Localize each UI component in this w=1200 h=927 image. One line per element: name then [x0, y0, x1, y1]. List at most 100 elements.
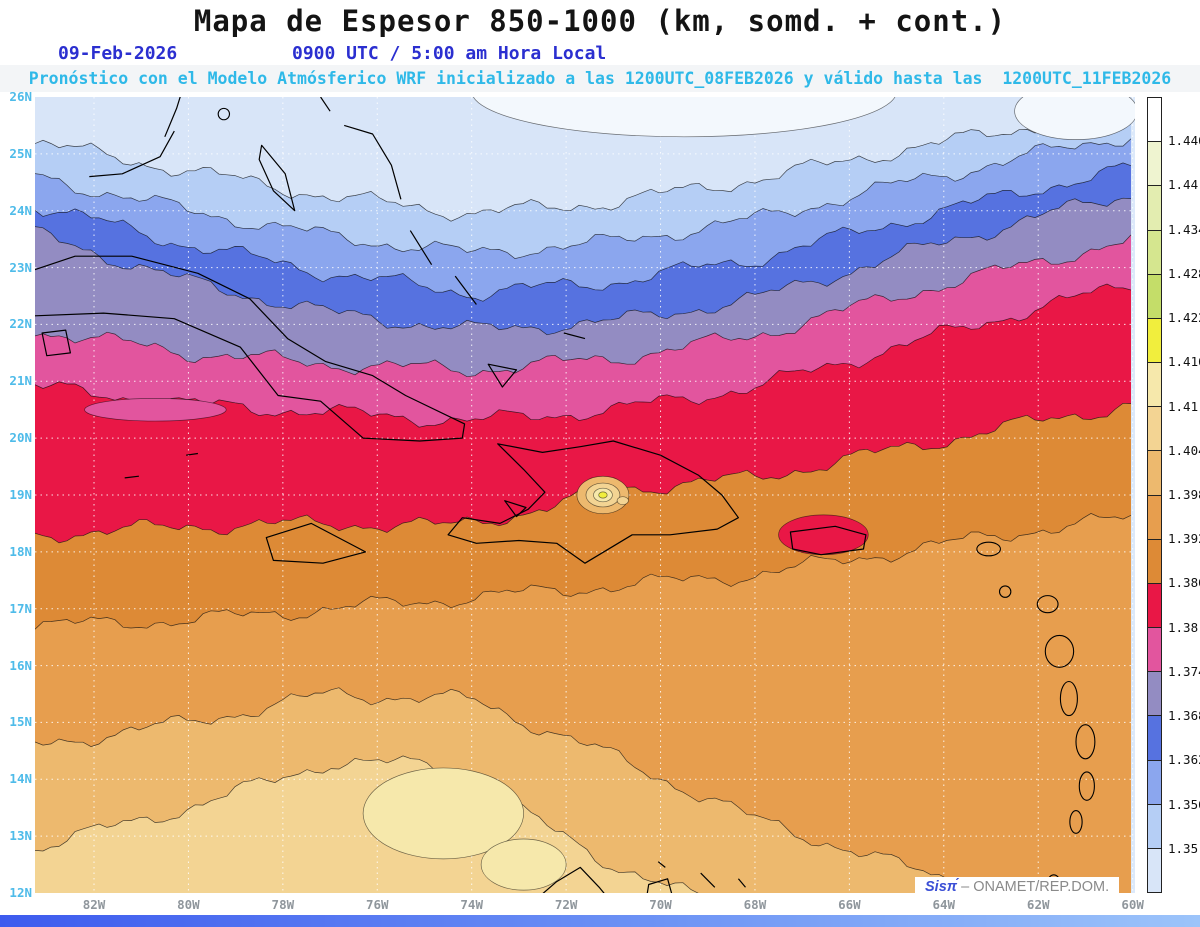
lat-tick-label: 24N	[9, 202, 32, 218]
lat-tick-label: 22N	[9, 316, 32, 332]
coastline-andros	[258, 144, 296, 212]
contour-line	[35, 234, 1132, 378]
forecast-line: Pronóstico con el Modelo Atmósferico WRF…	[0, 65, 1200, 92]
coastline-cayman-brac	[186, 452, 198, 456]
contour-band-7	[35, 403, 1131, 630]
coastline-turks	[563, 332, 586, 340]
thickness-contour-map	[35, 97, 1135, 893]
lon-tick-label: 76W	[365, 897, 389, 912]
page-title: Mapa de Espesor 850-1000 (km, somd. + co…	[193, 4, 1007, 38]
colorbar-label: 1.404	[1168, 442, 1200, 458]
lat-tick-label: 23N	[9, 259, 32, 275]
field-anomaly-blob	[778, 514, 869, 556]
lat-tick-label: 13N	[9, 828, 32, 844]
colorbar-chip	[1148, 362, 1161, 407]
lat-tick-label: 26N	[9, 89, 32, 104]
colorbar-chip	[1148, 450, 1161, 495]
lat-tick-label: 18N	[9, 543, 32, 559]
coastline-aruba	[657, 861, 666, 868]
colorbar-label: 1.386	[1168, 575, 1200, 591]
island-ring	[1069, 810, 1083, 834]
colorbar-label: 1.446	[1168, 133, 1200, 149]
island-ring	[217, 107, 231, 121]
lat-tick-label: 25N	[9, 145, 32, 161]
field-anomaly-blob	[480, 838, 567, 891]
contour-line	[35, 162, 1132, 302]
colorbar-label: 1.428	[1168, 265, 1200, 281]
colorbar-label: 1.434	[1168, 221, 1200, 237]
island-ring	[976, 541, 1002, 557]
date-label: 09-Feb-2026	[58, 43, 178, 64]
colorbar-chip	[1148, 671, 1161, 716]
colorbar-chips	[1147, 97, 1162, 893]
field-anomaly-blob	[616, 496, 629, 506]
coastline-eleuthera	[344, 124, 402, 200]
lon-tick-label: 62W	[1026, 897, 1050, 912]
island-ring	[1044, 634, 1075, 668]
contour-line	[35, 197, 1132, 336]
colorbar-label: 1.398	[1168, 487, 1200, 502]
contour-band-9	[35, 687, 1001, 893]
lon-tick-label: 82W	[82, 897, 106, 912]
colorbar-legend: 1.446 1.44 1.434 1.428 1.422 1.416 1.41 1.404 1.…	[1147, 97, 1200, 893]
lat-tick-label: 17N	[9, 600, 32, 616]
coastline-bonaire	[737, 878, 746, 888]
bottom-accent-bar	[0, 915, 1200, 927]
colorbar-chip	[1148, 229, 1161, 274]
island-ring	[998, 585, 1012, 598]
coastline-inagua	[487, 363, 518, 388]
lon-tick-label: 64W	[932, 897, 956, 912]
contour-band-5	[35, 234, 1131, 428]
contour-line	[35, 101, 1132, 222]
contour-band-1	[35, 101, 1131, 259]
watermark-org: – ONAMET/REP.DOM.	[961, 879, 1110, 895]
colorbar-label: 1.422	[1168, 310, 1200, 326]
colorbar-label: 1.374	[1168, 663, 1200, 679]
coastline-gonave	[504, 500, 527, 518]
coastline-jamaica	[265, 522, 367, 564]
colorbar-chip	[1148, 98, 1161, 142]
coastline-florida-keys	[89, 130, 175, 178]
contour-line	[35, 283, 1132, 428]
lat-tick-label: 21N	[9, 373, 32, 389]
lat-tick-label: 14N	[9, 771, 32, 787]
coastline-puerto-rico	[789, 525, 867, 556]
lon-tick-label: 78W	[271, 897, 295, 912]
field-anomaly-blob	[472, 97, 896, 138]
coastline-curacao	[700, 872, 716, 888]
contour-band-3	[35, 162, 1131, 335]
colorbar-label: 1.362	[1168, 752, 1200, 768]
colorbar-chip	[1148, 317, 1161, 363]
time-label: 0900 UTC / 5:00 am Hora Local	[292, 43, 607, 64]
colorbar-chip	[1148, 803, 1161, 848]
contour-line	[35, 138, 1132, 259]
colorbar-label: 1.356	[1168, 796, 1200, 812]
colorbar-label: 1.44	[1168, 177, 1199, 193]
contour-line	[35, 755, 699, 893]
island-ring	[1075, 724, 1096, 760]
lon-tick-label: 74W	[460, 897, 483, 912]
contour-band-4	[35, 198, 1131, 377]
colorbar-chip	[1148, 715, 1161, 760]
colorbar-chip	[1148, 627, 1161, 672]
coastline-hispaniola	[447, 440, 739, 564]
lat-tick-label: 16N	[9, 657, 32, 673]
lat-tick-label: 15N	[9, 714, 32, 730]
colorbar-chip	[1148, 406, 1161, 451]
coastline-grand-cayman	[124, 475, 139, 479]
colorbar-label: 1.35	[1168, 840, 1199, 856]
field-anomaly-blob	[362, 767, 524, 860]
colorbar-label: 1.368	[1168, 708, 1200, 724]
lon-tick-label: 70W	[649, 897, 672, 912]
colorbar-chip	[1148, 141, 1161, 186]
contour-band-0	[35, 97, 1133, 222]
colorbar-chip	[1148, 273, 1161, 318]
island-ring	[1059, 680, 1078, 717]
lon-tick-label: 68W	[743, 897, 767, 912]
colorbar-label: 1.416	[1168, 354, 1200, 370]
coastline-paraguana	[646, 878, 673, 893]
watermark-badge: Sisπ́ – ONAMET/REP.DOM.	[915, 877, 1120, 897]
field-anomaly-blob	[598, 491, 608, 499]
coastline-long-island	[409, 230, 433, 266]
